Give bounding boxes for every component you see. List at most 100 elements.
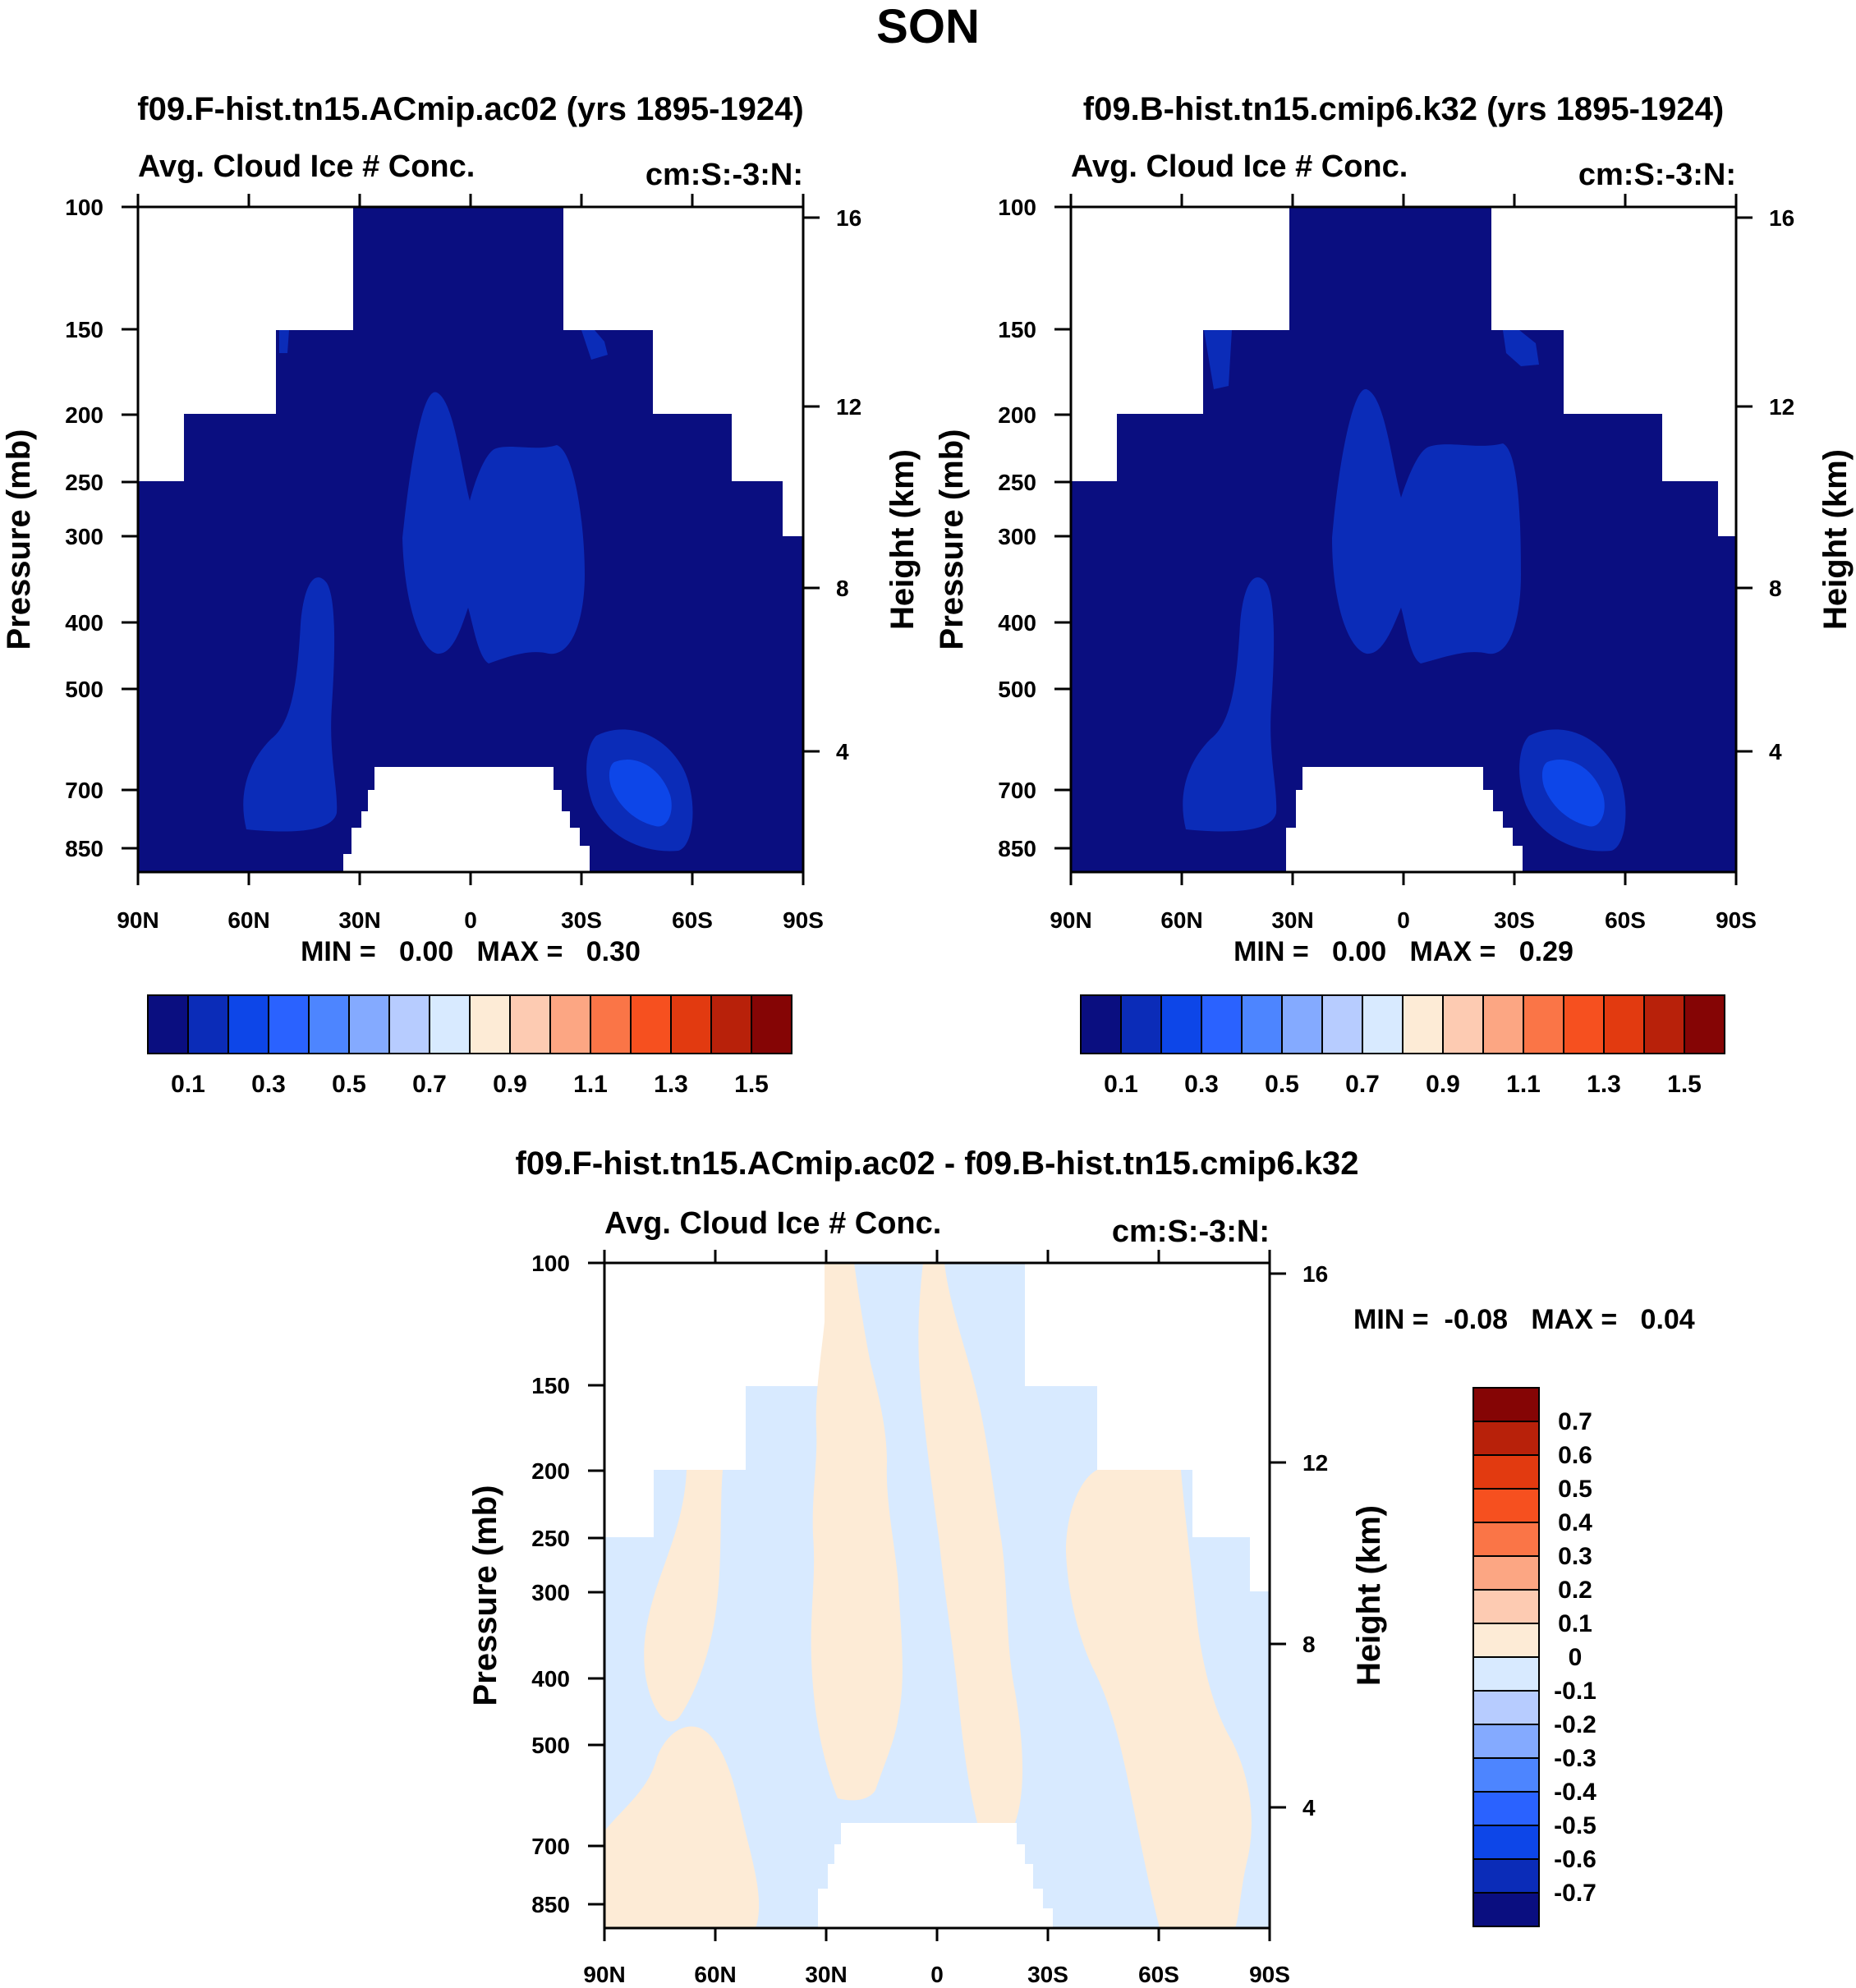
- y-tick-label: 850: [531, 1892, 570, 1917]
- colorbar-label: -0.4: [1554, 1779, 1596, 1806]
- contour-jet-n: [1204, 330, 1232, 389]
- colorbar-cell: [1523, 994, 1564, 1054]
- colorbar-cell: [1472, 1825, 1540, 1860]
- panel-difference: f09.F-hist.tn15.ACmip.ac02 - f09.B-hist.…: [467, 1146, 1695, 1987]
- x-tick-label: 90N: [1050, 907, 1091, 933]
- y-tick-label: 150: [65, 317, 103, 342]
- colorbar-label: 0.1: [171, 1071, 205, 1098]
- y-tick-label: 250: [531, 1526, 570, 1551]
- colorbar-cell: [670, 994, 712, 1054]
- y-tick-label: 100: [531, 1251, 570, 1276]
- colorbar-label: 1.5: [734, 1071, 769, 1098]
- x-tick-label: 90S: [783, 907, 824, 933]
- y-right-tick-label: 4: [836, 739, 849, 764]
- y-tick-label: 850: [998, 836, 1036, 861]
- y-right-tick-label: 16: [1302, 1261, 1328, 1287]
- y-tick-label: 100: [65, 195, 103, 220]
- contour-upper: [1332, 388, 1521, 663]
- x-tick-label: 90N: [583, 1962, 625, 1987]
- panel-subtitle-right: cm:S:-3:N:: [645, 158, 803, 192]
- colorbar-label: -0.5: [1554, 1812, 1596, 1839]
- y-right-tick-label: 12: [836, 394, 861, 420]
- x-tick-label: 30S: [1027, 1962, 1068, 1987]
- colorbar-cell: [1201, 994, 1243, 1054]
- y-tick-label: 200: [998, 402, 1036, 428]
- empty-region-bottom: [818, 1823, 1053, 1928]
- x-ticks: 90N 60N 30N 0 30S 60S 90S: [117, 194, 824, 933]
- x-tick-label: 60N: [694, 1962, 736, 1987]
- x-tick-label: 90N: [117, 907, 158, 933]
- colorbar-cell: [1472, 1387, 1540, 1422]
- colorbar-cell: [1643, 994, 1685, 1054]
- colorbar-label: 1.1: [573, 1071, 608, 1098]
- colorbar-label: 0.6: [1558, 1442, 1592, 1469]
- empty-region-bottom: [1286, 767, 1523, 872]
- x-tick-label: 0: [464, 907, 477, 933]
- panel-b-hist: f09.B-hist.tn15.cmip6.k32 (yrs 1895-1924…: [934, 91, 1854, 1098]
- y-tick-label: 700: [65, 778, 103, 803]
- contour-jet-s: [581, 330, 608, 360]
- colorbar-cell: [1281, 994, 1323, 1054]
- colorbar-cell: [1321, 994, 1363, 1054]
- contour-jet-s: [1503, 330, 1539, 366]
- colorbar-cell: [388, 994, 430, 1054]
- colorbar-cell: [751, 994, 792, 1054]
- contour-lower-s-core: [609, 760, 672, 827]
- y-ticks: 100 150 200 250 300 400 500 700 850: [65, 195, 138, 861]
- y-ticks: 100 150 200 250 300 400 500 700 850: [531, 1251, 604, 1917]
- colorbar: 0.1 0.3 0.5 0.7 0.9 1.1 1.3 1.5: [147, 994, 792, 1098]
- colorbar-cell: [1472, 1724, 1540, 1759]
- contour-positive: [811, 1263, 903, 1801]
- colorbar-cell: [1603, 994, 1645, 1054]
- colorbar-cell: [1472, 1656, 1540, 1692]
- colorbar: 0.1 0.3 0.5 0.7 0.9 1.1 1.3 1.5: [1080, 994, 1725, 1098]
- colorbar-cell: [187, 994, 229, 1054]
- colorbar-cell: [1402, 994, 1444, 1054]
- x-tick-label: 60S: [672, 907, 713, 933]
- x-tick-label: 30S: [561, 907, 602, 933]
- colorbar-label: 0.7: [412, 1071, 447, 1098]
- colorbar-label: 0.1: [1104, 1071, 1138, 1098]
- panel-title: f09.B-hist.tn15.cmip6.k32 (yrs 1895-1924…: [1083, 91, 1724, 127]
- x-ticks: 90N 60N 30N 0 30S 60S 90S: [1050, 194, 1757, 933]
- y-tick-label: 300: [998, 524, 1036, 549]
- x-tick-label: 30S: [1494, 907, 1535, 933]
- panel-subtitle-right: cm:S:-3:N:: [1578, 158, 1736, 192]
- y-right-tick-label: 4: [1769, 739, 1782, 764]
- colorbar-cell: [1472, 1892, 1540, 1927]
- y-right-tick-label: 12: [1302, 1450, 1328, 1476]
- colorbar-cell: [1160, 994, 1202, 1054]
- colorbar-label: 1.3: [1587, 1071, 1621, 1098]
- colorbar-label: -0.1: [1554, 1678, 1596, 1705]
- y-tick-label: 300: [65, 524, 103, 549]
- panel-subtitle-right: cm:S:-3:N:: [1112, 1214, 1270, 1249]
- colorbar-cell: [469, 994, 511, 1054]
- colorbar-cell: [1472, 1589, 1540, 1624]
- contour-field: [1071, 207, 1736, 872]
- colorbar-cell: [509, 994, 551, 1054]
- colorbar-label: 0.5: [1265, 1071, 1299, 1098]
- contour-mid-n: [1183, 577, 1277, 832]
- y-tick-label: 700: [531, 1834, 570, 1859]
- colorbar-label: 1.3: [654, 1071, 688, 1098]
- colorbar-cell: [1472, 1488, 1540, 1523]
- panel-subtitle-left: Avg. Cloud Ice # Conc.: [138, 149, 475, 184]
- x-ticks: 90N 60N 30N 0 30S 60S 90S: [583, 1250, 1290, 1987]
- x-tick-label: 90S: [1249, 1962, 1290, 1987]
- contour-jet-n: [279, 330, 289, 353]
- colorbar-label: 1.1: [1506, 1071, 1541, 1098]
- colorbar-cell: [1684, 994, 1725, 1054]
- colorbar-cell: [429, 994, 471, 1054]
- contour-positive: [604, 1726, 760, 1928]
- colorbar-cell: [1120, 994, 1162, 1054]
- colorbar-cell: [1472, 1690, 1540, 1725]
- colorbar-cell: [1472, 1522, 1540, 1557]
- colorbar-label: 0.5: [332, 1071, 366, 1098]
- y-right-tick-label: 12: [1769, 394, 1794, 420]
- y-ticks: 100 150 200 250 300 400 500 700 850: [998, 195, 1071, 861]
- colorbar-label: -0.7: [1554, 1880, 1596, 1907]
- colorbar-label: 0.9: [493, 1071, 527, 1098]
- panel-title: f09.F-hist.tn15.ACmip.ac02 (yrs 1895-192…: [137, 91, 803, 127]
- min-max-stats: MIN = -0.08 MAX = 0.04: [1353, 1304, 1695, 1335]
